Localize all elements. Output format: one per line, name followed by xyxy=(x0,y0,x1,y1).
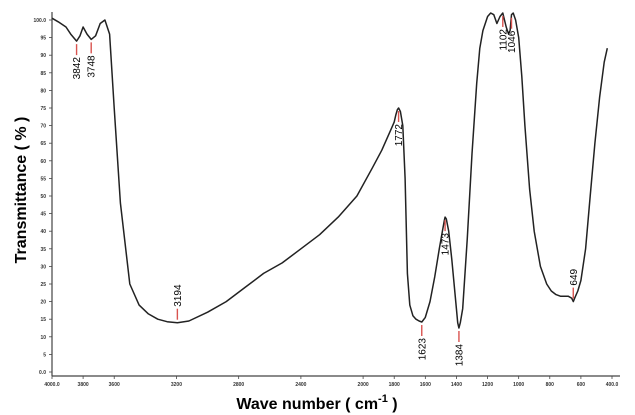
y-tick-label: 100.0 xyxy=(33,18,46,24)
peak-label: 1473 xyxy=(441,233,452,256)
y-axis-title: Transmittance ( % ) xyxy=(13,117,30,264)
y-tick-label: 90 xyxy=(40,53,46,59)
y-tick-label: 15 xyxy=(40,317,46,323)
x-tick-label: 3800 xyxy=(78,382,89,388)
x-tick-label: 1600 xyxy=(420,382,431,388)
y-tick-label: 50 xyxy=(40,194,46,200)
y-tick-label: 75 xyxy=(40,106,46,112)
y-tick-label: 85 xyxy=(40,71,46,77)
y-tick-label: 20 xyxy=(40,300,46,306)
x-ticks: 4000.0 3800 3600 3200 2800 2400 2000 1800 1600 14… xyxy=(44,376,618,388)
spectrum-line xyxy=(51,12,609,329)
x-tick-label: 1400 xyxy=(451,382,462,388)
x-tick-label: 400.0 xyxy=(606,382,619,388)
x-tick-label: 2800 xyxy=(233,382,244,388)
x-axis-title-text: Wave number ( cm xyxy=(236,396,378,413)
x-tick-label: 1800 xyxy=(389,382,400,388)
y-tick-label: 45 xyxy=(40,212,46,218)
peak-label: 3748 xyxy=(87,55,98,78)
x-axis-title-superscript: -1 xyxy=(378,393,388,405)
x-tick-label: 4000.0 xyxy=(44,382,60,388)
y-ticks: 0.0 5 10 15 20 25 30 35 40 45 50 55 60 65 70 75 80 85 90 95… xyxy=(33,18,52,376)
peak-label: 1046 xyxy=(507,30,518,53)
y-tick-label: 25 xyxy=(40,282,46,288)
x-tick-label: 2000 xyxy=(358,382,369,388)
y-tick-label: 95 xyxy=(40,36,46,42)
peak-label: 1102 xyxy=(498,29,509,51)
y-tick-label: 70 xyxy=(40,124,46,130)
peak-label: 1384 xyxy=(454,344,465,367)
x-axis-title-close: ) xyxy=(388,396,398,413)
x-tick-label: 1200 xyxy=(482,382,493,388)
peak-label: 1623 xyxy=(417,338,428,361)
x-tick-label: 3200 xyxy=(171,382,182,388)
y-tick-label: 60 xyxy=(40,159,46,165)
x-tick-label: 800 xyxy=(546,382,555,388)
peak-label: 3842 xyxy=(72,57,83,80)
y-tick-label: 35 xyxy=(40,247,46,253)
peak-label: 1772 xyxy=(394,124,405,147)
y-tick-label: 80 xyxy=(40,88,46,94)
y-tick-label: 65 xyxy=(40,141,46,147)
y-tick-label: 0.0 xyxy=(39,370,46,376)
peak-label: 3194 xyxy=(173,284,184,307)
y-tick-label: 10 xyxy=(40,335,46,341)
x-tick-label: 1000 xyxy=(513,382,524,388)
y-tick-label: 5 xyxy=(43,352,46,358)
x-axis-title: Wave number ( cm-1 ) xyxy=(236,393,397,413)
x-tick-label: 2400 xyxy=(295,382,306,388)
y-tick-label: 55 xyxy=(40,176,46,182)
y-tick-label: 30 xyxy=(40,264,46,270)
x-tick-label: 3600 xyxy=(109,382,120,388)
peak-label: 649 xyxy=(569,268,580,285)
x-tick-label: 600 xyxy=(577,382,586,388)
y-tick-label: 40 xyxy=(40,229,46,235)
